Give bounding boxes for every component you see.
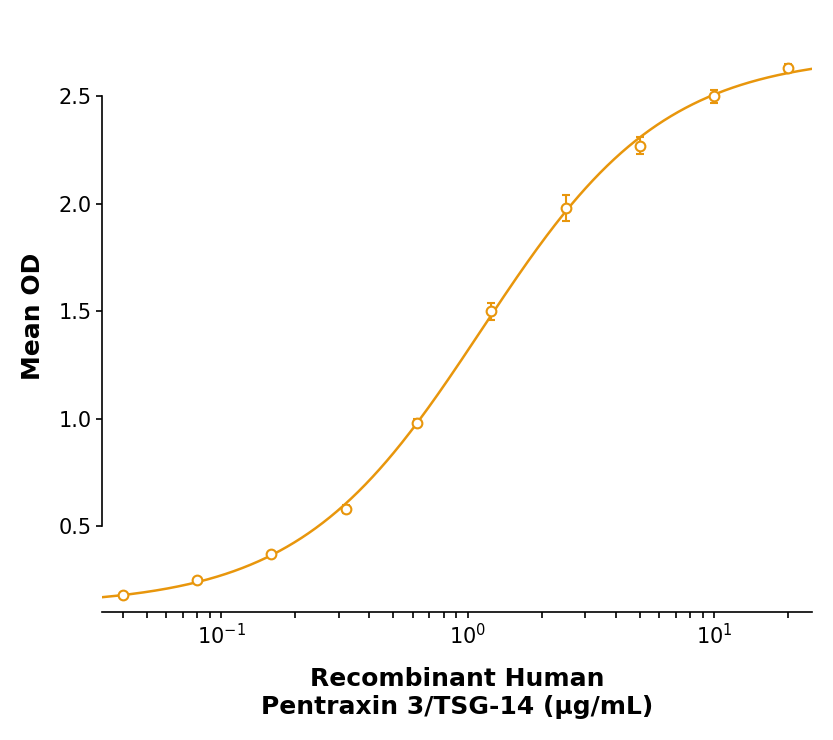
X-axis label: Recombinant Human
Pentraxin 3/TSG-14 (μg/mL): Recombinant Human Pentraxin 3/TSG-14 (μg… xyxy=(261,667,653,719)
Y-axis label: Mean OD: Mean OD xyxy=(21,253,45,380)
